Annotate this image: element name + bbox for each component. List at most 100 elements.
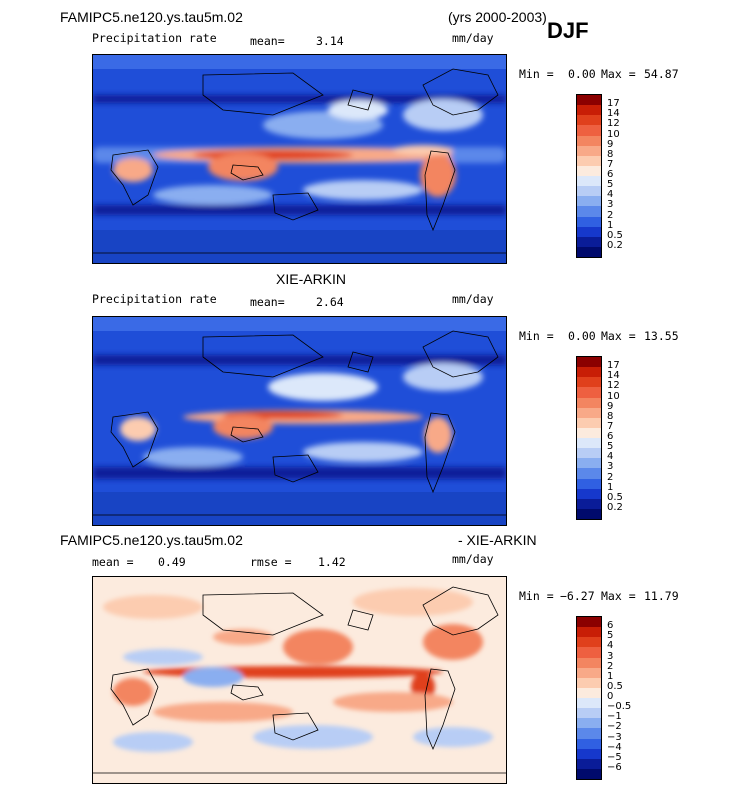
panel3-rmse-label: rmse = bbox=[250, 555, 292, 569]
colorbar-swatch bbox=[577, 708, 601, 719]
colorbar-tick-label: 14 bbox=[607, 370, 620, 382]
colorbar-swatch bbox=[577, 165, 601, 176]
colorbar-tick-label: 8 bbox=[607, 148, 614, 160]
colorbar-swatch bbox=[577, 498, 601, 509]
colorbar-tick-label: −3 bbox=[607, 731, 622, 743]
colorbar-swatch bbox=[577, 236, 601, 247]
colorbar-tick-label: 7 bbox=[607, 420, 614, 432]
colorbar-swatch bbox=[577, 216, 601, 227]
panel1-title-right: (yrs 2000-2003) bbox=[448, 9, 547, 25]
colorbar-tick-label: 9 bbox=[607, 400, 614, 412]
colorbar-tick-label: 5 bbox=[607, 179, 614, 191]
colorbar-tick-label: 7 bbox=[607, 158, 614, 170]
colorbar-swatch bbox=[577, 627, 601, 638]
colorbar-swatch bbox=[577, 458, 601, 469]
colorbar-tick-label: 1 bbox=[607, 481, 614, 493]
panel3-max-label: Max = bbox=[601, 589, 636, 603]
colorbar-tick-label: 1 bbox=[607, 670, 614, 682]
colorbar-swatch bbox=[577, 698, 601, 709]
colorbar-swatch bbox=[577, 155, 601, 166]
colorbar-tick-label: 0.5 bbox=[607, 680, 623, 692]
panel1-min-label: Min = bbox=[519, 67, 554, 81]
season-label: DJF bbox=[547, 18, 589, 43]
colorbar-swatch bbox=[577, 357, 601, 368]
colorbar-tick-label: 6 bbox=[607, 431, 614, 442]
colorbar-tick-label: 12 bbox=[607, 380, 620, 392]
colorbar-tick-label: 2 bbox=[607, 471, 614, 483]
panel3-title-left: FAMIPC5.ne120.ys.tau5m.02 bbox=[60, 532, 243, 548]
colorbar-tick-label: 0.2 bbox=[607, 239, 623, 251]
panel2-mean-label: mean= bbox=[250, 295, 285, 309]
colorbar-swatch bbox=[577, 677, 601, 688]
panel1-colorbar bbox=[576, 94, 602, 258]
panel1-units: mm/day bbox=[452, 31, 494, 45]
panel1-mean-label: mean= bbox=[250, 34, 285, 48]
colorbar-swatch bbox=[577, 367, 601, 378]
panel1-title-left: FAMIPC5.ne120.ys.tau5m.02 bbox=[60, 9, 243, 25]
colorbar-tick-label: 1 bbox=[607, 219, 614, 231]
colorbar-tick-label: 17 bbox=[607, 98, 620, 110]
panel3-title-right: - XIE-ARKIN bbox=[458, 532, 537, 548]
colorbar-tick-label: 0.2 bbox=[607, 501, 623, 513]
colorbar-tick-label: 9 bbox=[607, 138, 614, 150]
colorbar-swatch bbox=[577, 397, 601, 408]
colorbar-tick-label: 17 bbox=[607, 360, 620, 372]
colorbar-tick-label: 0.5 bbox=[607, 491, 623, 503]
panel2-field-label: Precipitation rate bbox=[92, 292, 217, 306]
colorbar-swatch bbox=[577, 687, 601, 698]
colorbar-tick-label: 8 bbox=[607, 410, 614, 422]
colorbar-tick-label: 0.5 bbox=[607, 229, 623, 241]
panel1-min-value: 0.00 bbox=[568, 67, 596, 81]
colorbar-tick-label: −1 bbox=[607, 711, 622, 723]
panel1-mean-value: 3.14 bbox=[316, 34, 344, 48]
colorbar-swatch bbox=[577, 748, 601, 759]
colorbar-swatch bbox=[577, 667, 601, 678]
panel1-field-label: Precipitation rate bbox=[92, 31, 217, 45]
colorbar-swatch bbox=[577, 186, 601, 197]
colorbar-tick-label: 10 bbox=[607, 128, 620, 140]
colorbar-tick-label: 5 bbox=[607, 441, 614, 453]
colorbar-tick-label: 6 bbox=[607, 169, 614, 180]
colorbar-tick-label: 3 bbox=[607, 650, 614, 662]
colorbar-swatch bbox=[577, 387, 601, 398]
panel3-rmse-value: 1.42 bbox=[318, 555, 346, 569]
colorbar-swatch bbox=[577, 617, 601, 628]
colorbar-swatch bbox=[577, 657, 601, 668]
panel2-mean-value: 2.64 bbox=[316, 295, 344, 309]
panel2-min-value: 0.00 bbox=[568, 329, 596, 343]
colorbar-swatch bbox=[577, 115, 601, 126]
colorbar-swatch bbox=[577, 105, 601, 116]
panel2-max-label: Max = bbox=[601, 329, 636, 343]
panel3-units: mm/day bbox=[452, 552, 494, 566]
colorbar-tick-label: 4 bbox=[607, 640, 614, 652]
colorbar-tick-label: 2 bbox=[607, 660, 614, 672]
colorbar-tick-label: −2 bbox=[607, 721, 622, 733]
colorbar-swatch bbox=[577, 427, 601, 438]
colorbar-swatch bbox=[577, 758, 601, 769]
colorbar-swatch bbox=[577, 637, 601, 648]
panel3-difference-map bbox=[92, 576, 507, 784]
panel3-min-value: −6.27 bbox=[560, 589, 595, 603]
colorbar-tick-label: 4 bbox=[607, 451, 614, 463]
panel2-colorbar bbox=[576, 356, 602, 520]
colorbar-tick-label: −5 bbox=[607, 751, 622, 763]
colorbar-swatch bbox=[577, 438, 601, 449]
panel2-precip-map bbox=[92, 316, 507, 526]
colorbar-tick-label: −6 bbox=[607, 761, 622, 773]
colorbar-swatch bbox=[577, 95, 601, 106]
colorbar-tick-label: −4 bbox=[607, 741, 622, 753]
panel1-max-value: 54.87 bbox=[644, 67, 679, 81]
colorbar-swatch bbox=[577, 647, 601, 658]
colorbar-swatch bbox=[577, 407, 601, 418]
colorbar-swatch bbox=[577, 448, 601, 459]
panel1-max-label: Max = bbox=[601, 67, 636, 81]
colorbar-swatch bbox=[577, 145, 601, 156]
colorbar-swatch bbox=[577, 478, 601, 489]
colorbar-tick-label: 0 bbox=[607, 691, 614, 702]
colorbar-swatch bbox=[577, 135, 601, 146]
panel2-title: XIE-ARKIN bbox=[276, 271, 347, 287]
colorbar-tick-label: 12 bbox=[607, 118, 620, 130]
colorbar-swatch bbox=[577, 196, 601, 207]
panel2-max-value: 13.55 bbox=[644, 329, 679, 343]
colorbar-swatch bbox=[577, 738, 601, 749]
